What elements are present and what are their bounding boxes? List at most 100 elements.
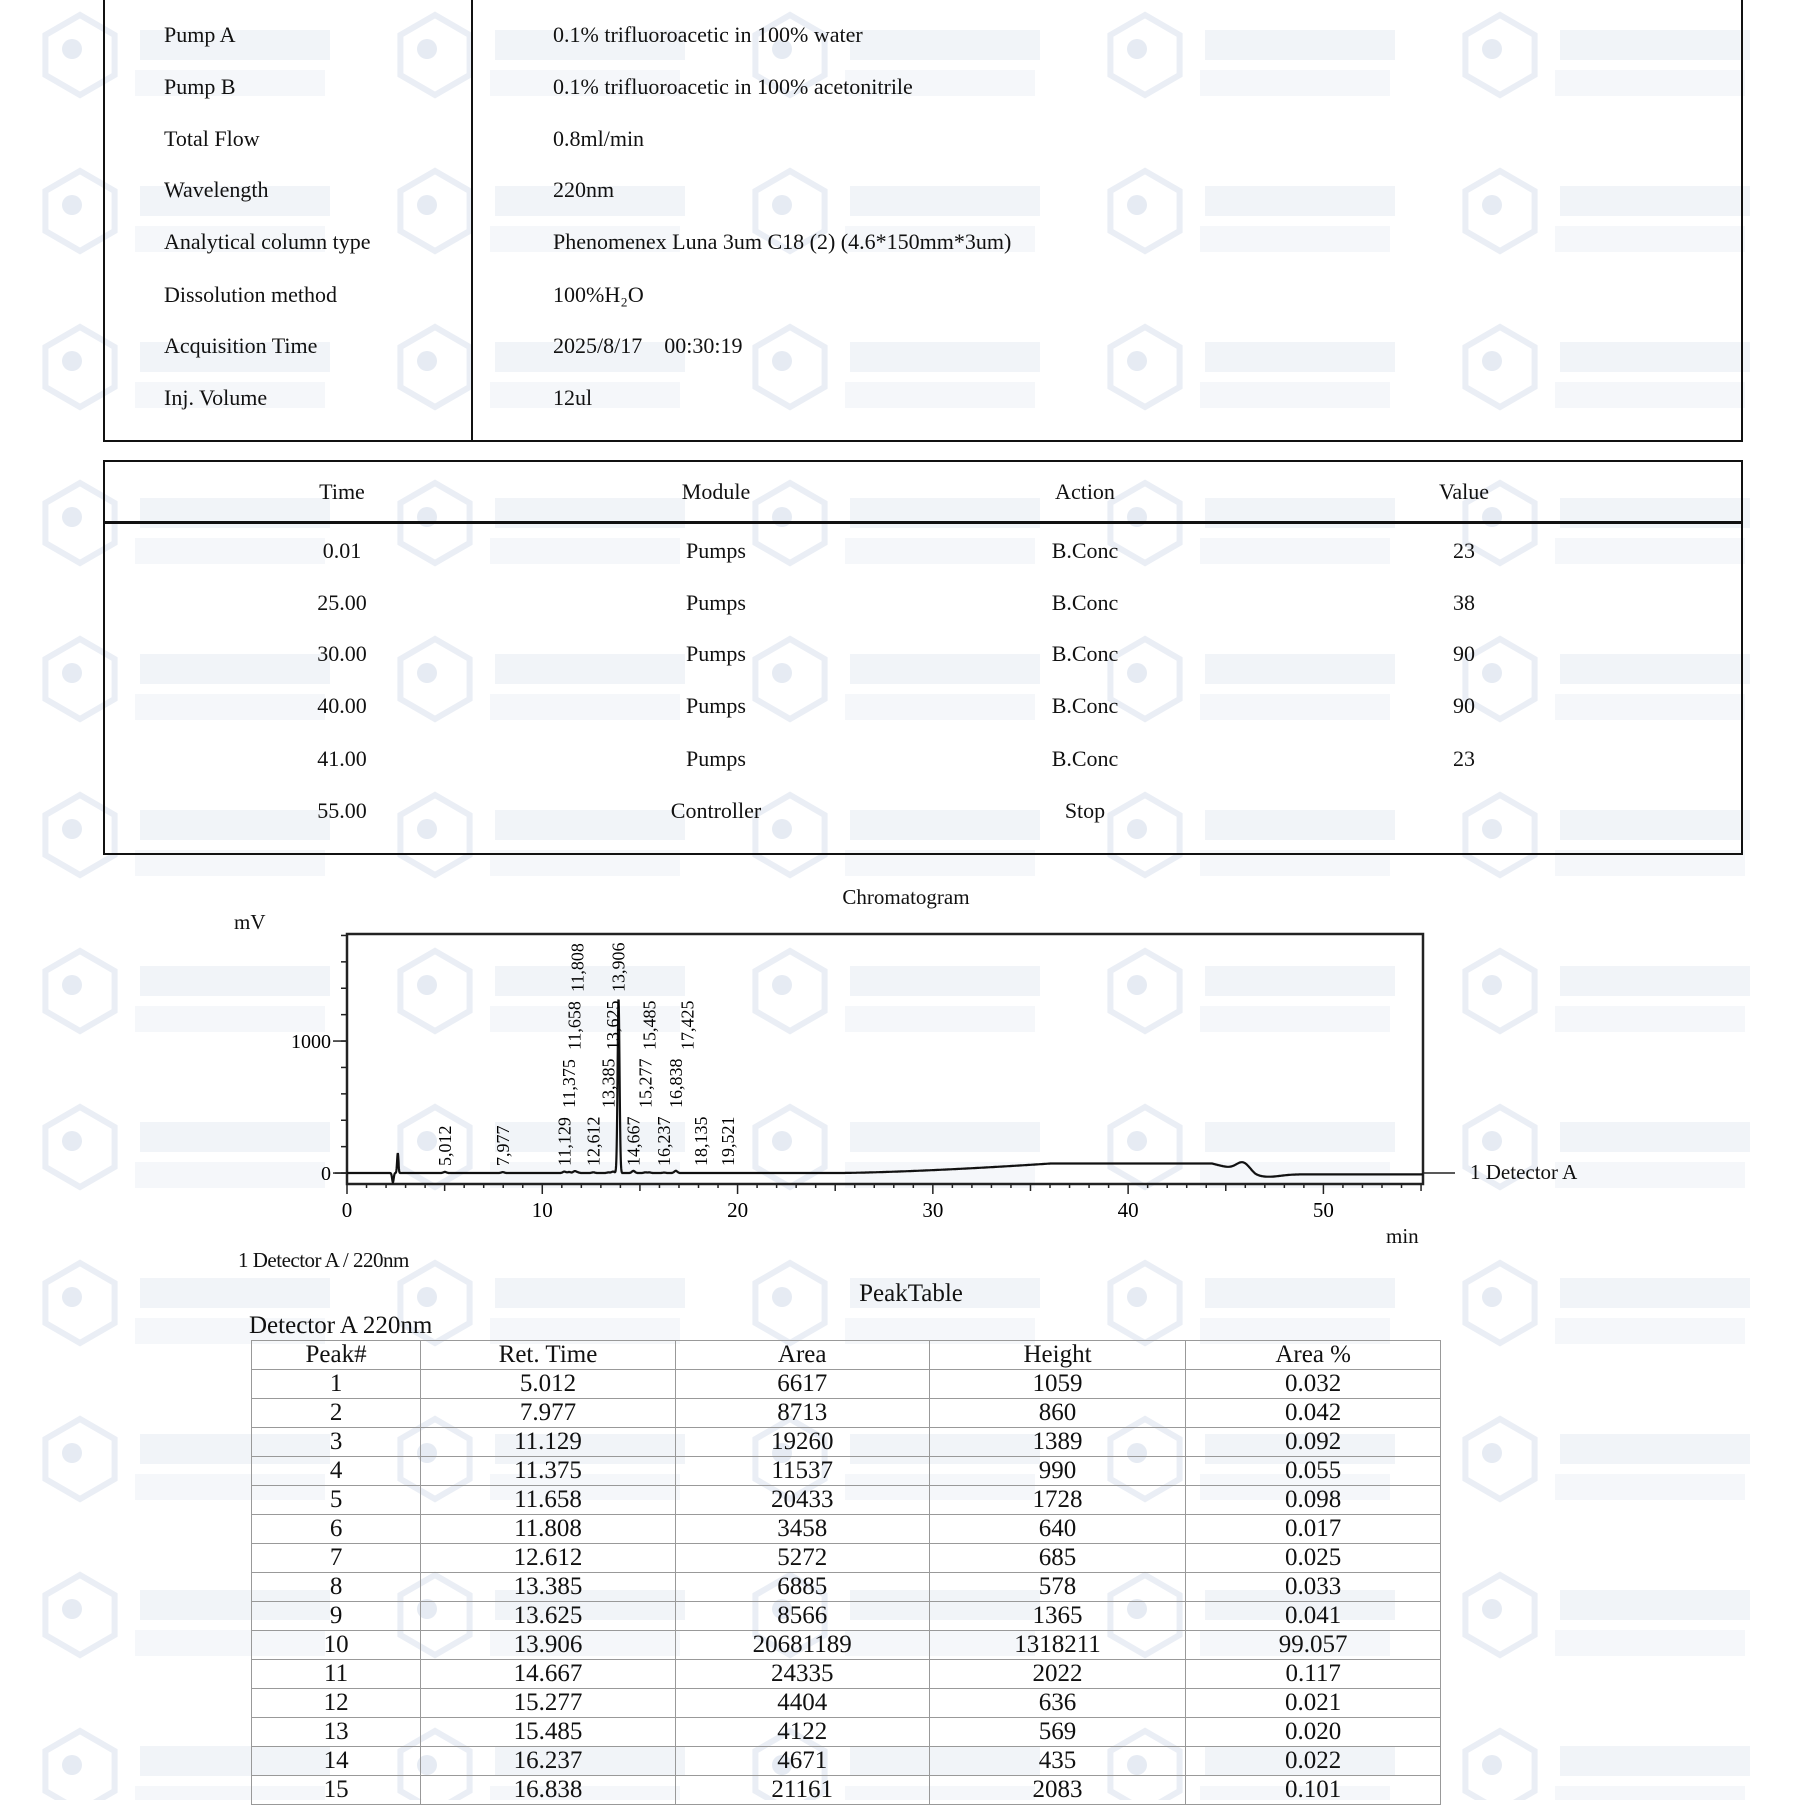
table-row: 8 13.385 6885 578 0.033 xyxy=(250,1572,1441,1602)
condition-label: Pump B xyxy=(164,74,236,99)
peak-table-cell: 5 xyxy=(250,1485,422,1515)
peak-table-cell: 9 xyxy=(250,1601,422,1631)
condition-label: Dissolution method xyxy=(164,282,337,307)
peak-table-cell: 11.129 xyxy=(420,1427,676,1457)
peak-table-cell: 578 xyxy=(928,1572,1187,1602)
peak-table-cell: 16.838 xyxy=(420,1775,676,1805)
condition-value: 220nm xyxy=(553,177,615,202)
peak-table-cell: 12 xyxy=(250,1688,422,1718)
peak-table-cell: 0.025 xyxy=(1185,1543,1441,1573)
table-row: 13 15.485 4122 569 0.020 xyxy=(250,1717,1441,1747)
condition-label: Wavelength xyxy=(164,177,269,202)
peak-label: 17,425 xyxy=(677,1001,697,1051)
peak-table-cell: 4671 xyxy=(674,1746,930,1776)
condition-label: Acquisition Time xyxy=(164,333,318,358)
plot-frame xyxy=(345,932,1425,1186)
program-cell: 23 xyxy=(1453,538,1475,563)
peak-table-subtitle: Detector A 220nm xyxy=(249,1312,433,1339)
peak-table-cell: 0.033 xyxy=(1185,1572,1441,1602)
condition-value: 0.8ml/min xyxy=(553,126,645,151)
peak-table-header-cell: Peak# xyxy=(250,1340,422,1370)
table-row: 1 5.012 6617 1059 0.032 xyxy=(250,1369,1441,1399)
peak-table-title: PeakTable xyxy=(859,1280,963,1307)
program-cell: Pumps xyxy=(686,538,746,563)
peak-table-cell: 11.658 xyxy=(420,1485,676,1515)
peak-label: 16,838 xyxy=(666,1059,686,1109)
program-cell: 90 xyxy=(1453,693,1475,718)
peak-table-cell: 0.055 xyxy=(1185,1456,1441,1486)
peak-label: 13,906 xyxy=(609,943,629,993)
peak-label: 13,385 xyxy=(598,1059,618,1109)
peak-table-cell: 0.041 xyxy=(1185,1601,1441,1631)
chromatogram-chart: 0 1000 0 10 20 30 40 50 5,012 7,977 11,129 11,375 11… xyxy=(291,932,1455,1222)
peak-table-cell: 1318211 xyxy=(928,1630,1187,1660)
program-header: Time xyxy=(319,479,365,504)
peak-table-cell: 4122 xyxy=(674,1717,930,1747)
peak-label: 11,658 xyxy=(565,1001,585,1050)
peak-table-cell: 0.032 xyxy=(1185,1369,1441,1399)
peak-table-cell: 21161 xyxy=(674,1775,930,1805)
program-cell: 25.00 xyxy=(317,590,367,615)
peak-label: 15,485 xyxy=(639,1001,659,1051)
peak-table-cell: 6 xyxy=(250,1514,422,1544)
watermark-lettering-mark xyxy=(1560,1746,1750,1776)
program-box xyxy=(103,460,1743,855)
program-cell: 38 xyxy=(1453,590,1475,615)
peak-table-cell: 6617 xyxy=(674,1369,930,1399)
peak-table-cell: 0.021 xyxy=(1185,1688,1441,1718)
peak-table-cell: 10 xyxy=(250,1630,422,1660)
peak-label: 18,135 xyxy=(691,1117,711,1167)
x-axis-label: min xyxy=(1386,1224,1419,1248)
peak-table-cell: 7.977 xyxy=(420,1398,676,1428)
peak-label: 11,129 xyxy=(554,1117,574,1166)
peak-table-cell: 15 xyxy=(250,1775,422,1805)
peak-table-cell: 15.277 xyxy=(420,1688,676,1718)
program-cell: B.Conc xyxy=(1051,746,1119,771)
peak-table-cell: 636 xyxy=(928,1688,1187,1718)
peak-table-cell: 1059 xyxy=(928,1369,1187,1399)
watermark-lettering-mark xyxy=(1555,1786,1745,1800)
program-cell: Stop xyxy=(1064,798,1106,823)
peak-label: 5,012 xyxy=(435,1126,455,1167)
program-cell: 30.00 xyxy=(317,641,367,666)
peak-table-cell: 5272 xyxy=(674,1543,930,1573)
peak-table-cell: 0.017 xyxy=(1185,1514,1441,1544)
watermark-logo-icon xyxy=(42,1415,118,1503)
table-row: 10 13.906 20681189 1318211 99.057 xyxy=(250,1630,1441,1660)
peak-table: Peak# Ret. Time Area Height Area % 1 5.012 661… xyxy=(250,1340,1441,1805)
table-row: 12 15.277 4404 636 0.021 xyxy=(250,1688,1441,1718)
watermark-logo-icon xyxy=(62,1443,82,1463)
peak-table-header-cell: Ret. Time xyxy=(420,1340,676,1370)
program-cell: Pumps xyxy=(686,693,746,718)
peak-label: 11,808 xyxy=(568,943,588,992)
peak-table-header-cell: Area xyxy=(674,1340,930,1370)
program-cell: Pumps xyxy=(686,746,746,771)
peak-table-cell: 1 xyxy=(250,1369,422,1399)
watermark-logo-icon xyxy=(1462,1571,1538,1659)
peak-table-cell: 0.042 xyxy=(1185,1398,1441,1428)
peak-table-cell: 0.098 xyxy=(1185,1485,1441,1515)
condition-label: Pump A xyxy=(164,22,236,47)
peak-table-cell: 7 xyxy=(250,1543,422,1573)
peak-table-cell: 2083 xyxy=(928,1775,1187,1805)
program-header: Module xyxy=(681,479,751,504)
chromatogram-trace xyxy=(347,999,1423,1185)
chart-title: Chromatogram xyxy=(842,885,970,909)
peak-table-cell: 99.057 xyxy=(1185,1630,1441,1660)
table-row: 6 11.808 3458 640 0.017 xyxy=(250,1514,1441,1544)
peak-table-cell: 8566 xyxy=(674,1601,930,1631)
watermark-logo-icon xyxy=(1462,1727,1538,1800)
watermark-lettering-mark xyxy=(1555,1630,1745,1656)
peak-table-header-cell: Area % xyxy=(1185,1340,1441,1370)
watermark-logo-icon xyxy=(1482,1755,1502,1775)
watermark-logo-icon xyxy=(1462,1415,1538,1503)
peak-table-cell: 2 xyxy=(250,1398,422,1428)
program-cell: 0.01 xyxy=(322,538,362,563)
peak-table-cell: 5.012 xyxy=(420,1369,676,1399)
program-cell: 23 xyxy=(1453,746,1475,771)
peak-table-cell: 1389 xyxy=(928,1427,1187,1457)
peak-label: 19,521 xyxy=(718,1117,738,1167)
peak-table-cell: 24335 xyxy=(674,1659,930,1689)
condition-value: 2025/8/17 00:30:19 xyxy=(553,333,743,358)
peak-table-cell: 4 xyxy=(250,1456,422,1486)
